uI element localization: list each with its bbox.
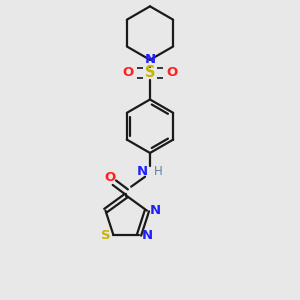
Text: N: N — [150, 204, 161, 217]
Text: S: S — [145, 65, 155, 80]
Text: S: S — [101, 229, 110, 242]
Text: N: N — [137, 165, 148, 178]
Text: N: N — [142, 229, 153, 242]
Text: O: O — [166, 66, 177, 79]
Text: O: O — [105, 171, 116, 184]
Text: H: H — [154, 165, 163, 178]
Text: N: N — [144, 53, 156, 66]
Text: O: O — [123, 66, 134, 79]
